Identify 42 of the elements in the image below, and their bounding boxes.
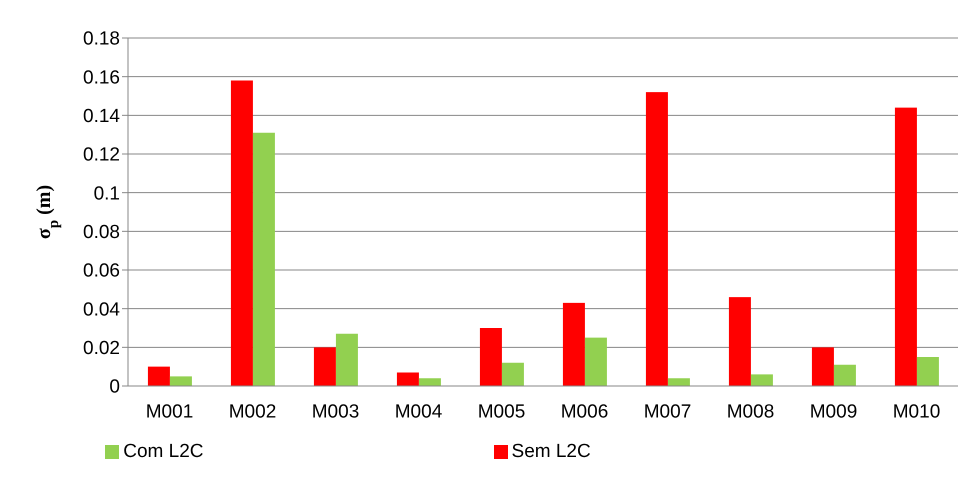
bar xyxy=(562,302,585,386)
bar xyxy=(314,347,336,386)
y-tick-label: 0 xyxy=(109,376,120,398)
y-tick-label: 0.1 xyxy=(94,183,120,204)
y-tick-label: 0.14 xyxy=(83,106,120,128)
x-tick-label: M009 xyxy=(810,401,858,422)
bar xyxy=(230,80,253,386)
legend-label: Com L2C xyxy=(123,441,204,462)
x-tick-label: M010 xyxy=(892,401,940,422)
x-tick-label: M001 xyxy=(146,401,194,422)
bar xyxy=(252,132,275,386)
bar xyxy=(812,347,834,386)
x-tick-label: M006 xyxy=(560,401,608,422)
bar xyxy=(396,372,419,386)
y-tick-label: 0.12 xyxy=(83,144,120,166)
y-tick-label: 0.06 xyxy=(83,260,120,282)
y-tick-label: 0.18 xyxy=(83,28,120,50)
bar xyxy=(646,92,668,386)
bar xyxy=(418,378,441,386)
bar xyxy=(502,362,524,386)
bar xyxy=(336,334,358,386)
bar xyxy=(916,357,939,386)
bar xyxy=(584,338,607,386)
bar xyxy=(750,374,773,386)
y-tick-label: 0.02 xyxy=(83,338,120,360)
x-tick-label: M005 xyxy=(478,401,526,422)
y-tick-label: 0.04 xyxy=(83,299,120,320)
bar xyxy=(728,297,751,386)
bar xyxy=(148,366,170,386)
y-tick-label: 0.16 xyxy=(83,67,120,88)
bar xyxy=(668,378,690,386)
x-tick-label: M003 xyxy=(312,401,360,422)
bar xyxy=(834,364,856,386)
x-tick-label: M008 xyxy=(726,401,774,422)
x-tick-label: M002 xyxy=(228,401,276,422)
y-tick-label: 0.08 xyxy=(83,222,120,244)
bar xyxy=(894,108,917,386)
bar xyxy=(480,328,502,386)
bar xyxy=(170,376,192,386)
x-tick-label: M007 xyxy=(644,401,692,422)
x-tick-label: M004 xyxy=(394,401,443,422)
legend-label: Sem L2C xyxy=(512,441,591,462)
